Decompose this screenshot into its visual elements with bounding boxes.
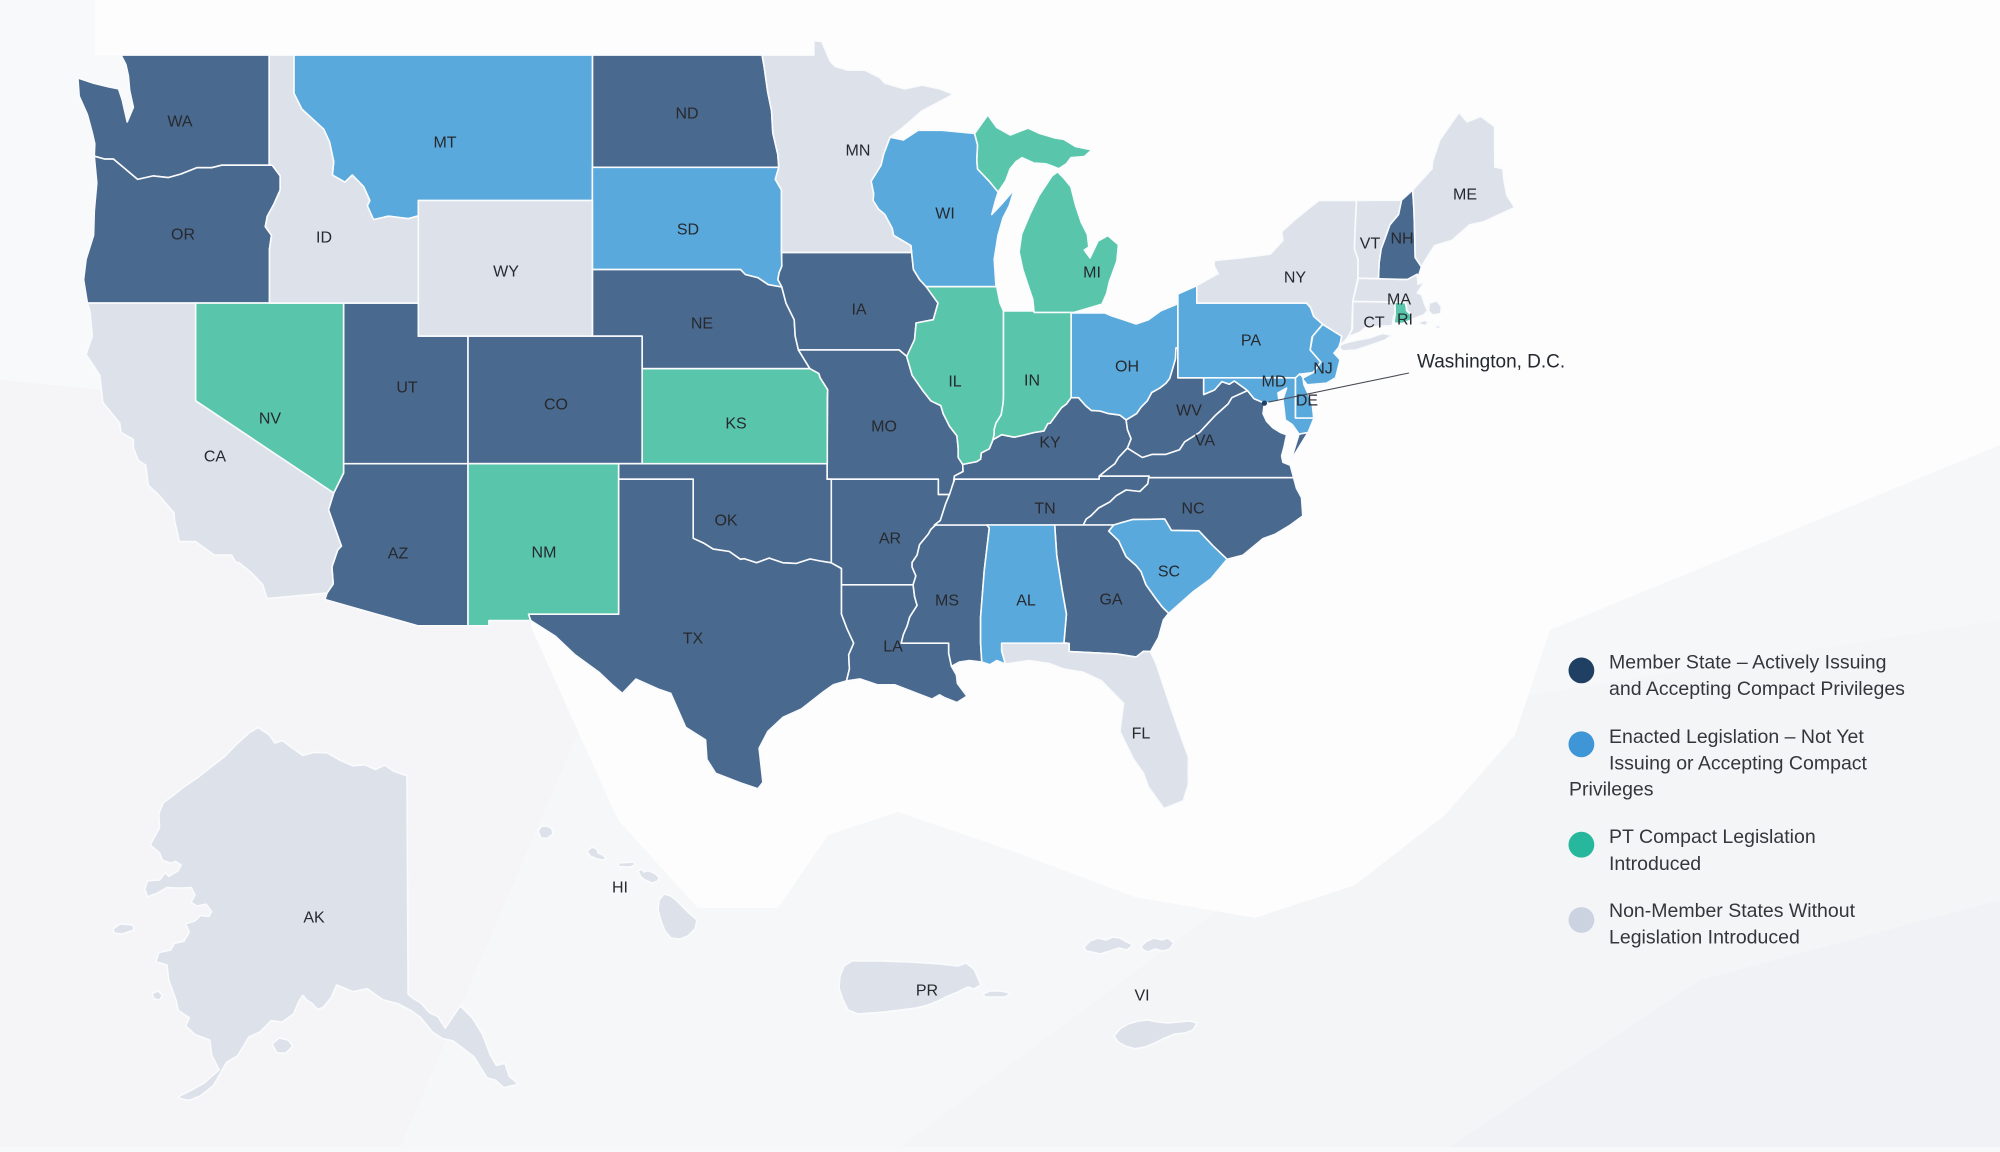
- svg-text:MO: MO: [871, 419, 897, 436]
- svg-text:PT Compact Legislation: PT Compact Legislation: [1609, 826, 1816, 848]
- svg-text:Enacted Legislation – Not Yet: Enacted Legislation – Not Yet: [1609, 726, 1864, 748]
- svg-text:AZ: AZ: [388, 546, 409, 563]
- svg-text:GA: GA: [1099, 592, 1122, 609]
- svg-text:RI: RI: [1397, 312, 1413, 329]
- svg-text:VT: VT: [1360, 236, 1381, 253]
- svg-text:and Accepting Compact Privileg: and Accepting Compact Privileges: [1609, 678, 1905, 700]
- svg-text:MI: MI: [1083, 265, 1101, 282]
- svg-text:AL: AL: [1016, 593, 1036, 610]
- svg-text:KS: KS: [725, 416, 746, 433]
- svg-text:NY: NY: [1284, 270, 1307, 287]
- svg-text:IA: IA: [851, 302, 866, 319]
- svg-text:MN: MN: [846, 143, 871, 160]
- svg-text:NH: NH: [1390, 231, 1413, 248]
- svg-text:OR: OR: [171, 227, 195, 244]
- svg-text:NM: NM: [532, 545, 557, 562]
- svg-text:MA: MA: [1387, 292, 1411, 309]
- svg-text:Washington, D.C.: Washington, D.C.: [1417, 352, 1565, 373]
- svg-text:WA: WA: [167, 114, 193, 131]
- svg-text:SC: SC: [1158, 564, 1180, 581]
- svg-text:MD: MD: [1262, 374, 1287, 391]
- svg-text:NC: NC: [1181, 501, 1204, 518]
- svg-text:VA: VA: [1195, 433, 1215, 450]
- svg-text:OK: OK: [714, 513, 737, 530]
- svg-text:KY: KY: [1039, 435, 1061, 452]
- svg-text:NE: NE: [691, 316, 713, 333]
- svg-text:MS: MS: [935, 593, 959, 610]
- svg-text:NJ: NJ: [1313, 361, 1333, 378]
- svg-text:VI: VI: [1134, 988, 1149, 1005]
- svg-text:ND: ND: [675, 106, 698, 123]
- svg-text:Legislation Introduced: Legislation Introduced: [1609, 927, 1800, 949]
- svg-text:IN: IN: [1024, 373, 1040, 390]
- svg-text:DE: DE: [1296, 393, 1318, 410]
- svg-text:AK: AK: [303, 910, 325, 927]
- svg-text:MT: MT: [433, 135, 456, 152]
- svg-text:WV: WV: [1176, 403, 1202, 420]
- svg-text:PR: PR: [916, 983, 938, 1000]
- svg-text:Issuing or Accepting Compact: Issuing or Accepting Compact: [1609, 753, 1868, 775]
- svg-text:AR: AR: [879, 531, 901, 548]
- svg-text:IL: IL: [948, 374, 961, 391]
- svg-text:NV: NV: [259, 411, 282, 428]
- svg-text:Privileges: Privileges: [1569, 779, 1654, 801]
- svg-text:LA: LA: [883, 639, 903, 656]
- svg-text:Member State – Actively Issuin: Member State – Actively Issuing: [1609, 652, 1886, 674]
- svg-text:Non-Member States Without: Non-Member States Without: [1609, 900, 1856, 922]
- svg-text:TX: TX: [683, 631, 704, 648]
- svg-text:PA: PA: [1241, 333, 1261, 350]
- svg-text:UT: UT: [396, 380, 418, 397]
- svg-text:SD: SD: [677, 222, 699, 239]
- svg-text:WI: WI: [935, 206, 955, 223]
- svg-text:Introduced: Introduced: [1609, 853, 1701, 875]
- svg-text:FL: FL: [1132, 726, 1151, 743]
- svg-text:ID: ID: [316, 230, 332, 247]
- svg-text:CA: CA: [204, 449, 227, 466]
- svg-text:ME: ME: [1453, 187, 1477, 204]
- svg-text:WY: WY: [493, 264, 519, 281]
- svg-text:OH: OH: [1115, 359, 1139, 376]
- svg-text:HI: HI: [612, 880, 628, 897]
- svg-text:CT: CT: [1363, 315, 1385, 332]
- svg-text:TN: TN: [1034, 501, 1055, 518]
- svg-text:CO: CO: [544, 397, 568, 414]
